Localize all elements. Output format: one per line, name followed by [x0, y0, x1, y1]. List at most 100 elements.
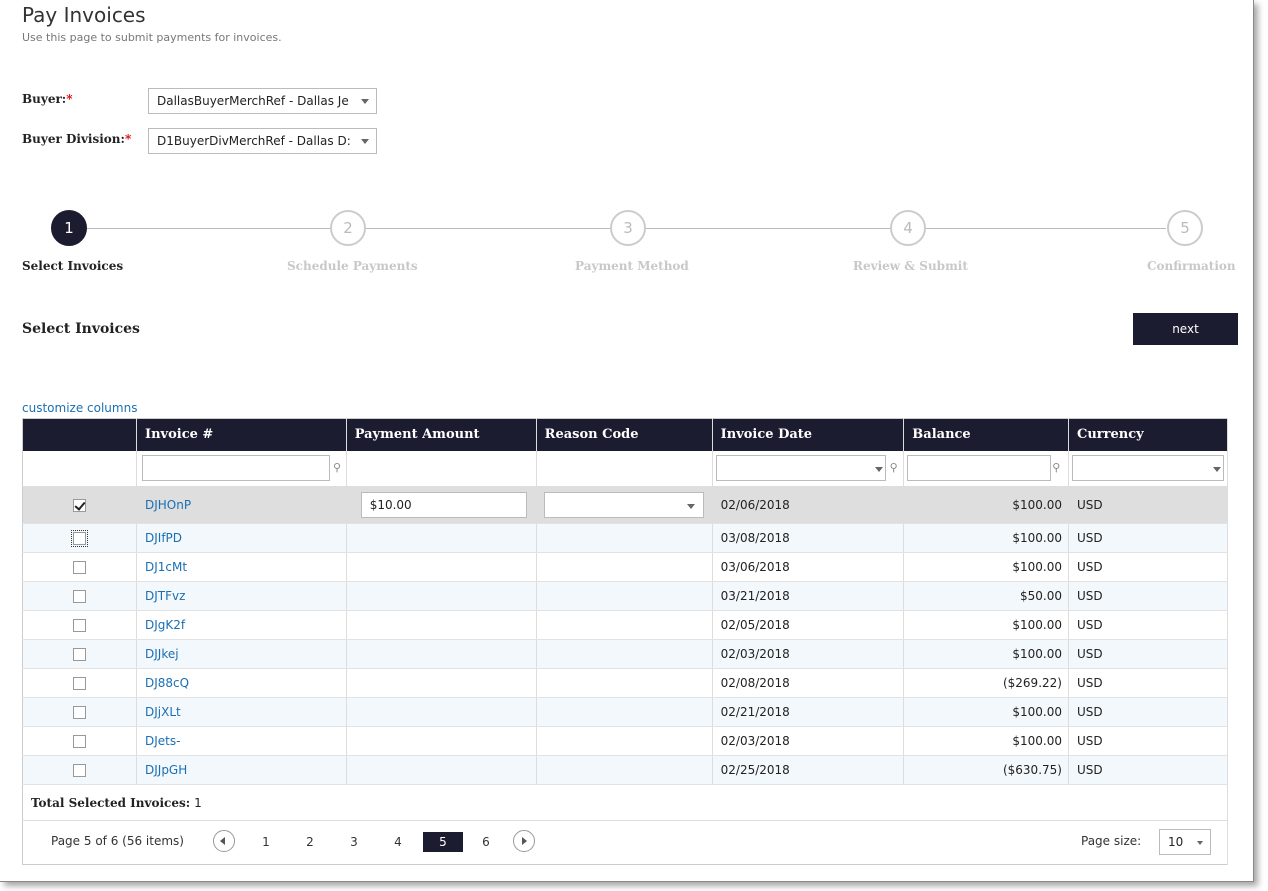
balance: $100.00: [903, 486, 1069, 524]
next-button[interactable]: next: [1133, 313, 1238, 345]
currency-filter-select[interactable]: [1071, 455, 1224, 482]
customize-columns-link[interactable]: customize columns: [22, 401, 138, 415]
grid-header-row: Invoice # Payment Amount Reason Code Inv…: [22, 418, 1229, 451]
page-link[interactable]: 4: [394, 835, 402, 849]
balance: ($269.22): [903, 668, 1069, 698]
invoice-link[interactable]: DJ1cMt: [136, 552, 347, 582]
payment-cell: [346, 755, 537, 785]
invoice-date: 02/03/2018: [712, 639, 905, 669]
currency: USD: [1068, 523, 1229, 553]
invoice-link[interactable]: DJIfPD: [136, 523, 347, 553]
step-connector: [926, 228, 1166, 229]
page-size-label: Page size:: [1081, 834, 1142, 848]
balance: ($630.75): [903, 755, 1069, 785]
row-select-cell: [22, 523, 137, 553]
buyer-select[interactable]: DallasBuyerMerchRef - Dallas Je: [148, 88, 377, 114]
invoice-link[interactable]: DJTFvz: [136, 581, 347, 611]
invoice-link[interactable]: DJets-: [136, 726, 347, 756]
table-row[interactable]: DJets- 02/03/2018 $100.00 USD: [22, 726, 1229, 756]
table-row[interactable]: DJIfPD 03/08/2018 $100.00 USD: [22, 523, 1229, 553]
table-row[interactable]: DJjXLt 02/21/2018 $100.00 USD: [22, 697, 1229, 727]
step-5-label: Confirmation: [1147, 259, 1236, 273]
reason-cell: [536, 668, 713, 698]
invoice-date: 03/06/2018: [712, 552, 905, 582]
page-size-select[interactable]: 10: [1159, 829, 1211, 855]
col-header-invoice-date[interactable]: Invoice Date: [712, 418, 905, 451]
step-1-label: Select Invoices: [22, 259, 124, 273]
col-header-currency[interactable]: Currency: [1068, 418, 1229, 451]
date-filter-select[interactable]: [715, 455, 886, 482]
invoice-link[interactable]: DJJkej: [136, 639, 347, 669]
filter-icon[interactable]: ⚲: [889, 460, 898, 474]
row-checkbox[interactable]: [73, 676, 86, 690]
row-checkbox[interactable]: [73, 763, 86, 777]
currency: USD: [1068, 486, 1229, 524]
invoice-link[interactable]: DJHOnP: [136, 486, 347, 524]
col-header-balance[interactable]: Balance: [903, 418, 1069, 451]
step-connector: [86, 228, 330, 229]
row-select-cell: [22, 486, 137, 524]
page-link[interactable]: 1: [262, 835, 270, 849]
invoice-date: 02/03/2018: [712, 726, 905, 756]
payment-cell: [346, 639, 537, 669]
invoice-link[interactable]: DJgK2f: [136, 610, 347, 640]
invoice-link[interactable]: DJjXLt: [136, 697, 347, 727]
table-row[interactable]: DJ88cQ 02/08/2018 ($269.22) USD: [22, 668, 1229, 698]
step-1-circle: 1: [51, 210, 87, 246]
row-checkbox[interactable]: [73, 705, 86, 719]
step-3-circle: 3: [610, 210, 646, 246]
page-link[interactable]: 2: [306, 835, 314, 849]
chevron-down-icon: [1197, 841, 1203, 845]
invoice-filter-input[interactable]: [142, 455, 330, 482]
chevron-left-icon: [220, 837, 225, 845]
table-row[interactable]: DJJkej 02/03/2018 $100.00 USD: [22, 639, 1229, 669]
row-checkbox[interactable]: [73, 560, 86, 574]
filter-cell-invoice: ⚲: [136, 450, 347, 487]
chevron-down-icon: [686, 504, 695, 509]
next-page-button[interactable]: [513, 830, 535, 852]
chevron-right-icon: [522, 837, 527, 845]
table-row[interactable]: DJHOnP $10.00 02/06/2018 $100.00 USD: [22, 486, 1229, 524]
filter-icon[interactable]: ⚲: [333, 460, 342, 474]
filter-cell-currency: [1068, 450, 1229, 487]
row-checkbox[interactable]: [73, 589, 86, 603]
page-link-current[interactable]: 5: [423, 832, 463, 852]
page-size-value: 10: [1168, 835, 1184, 849]
payment-cell: [346, 523, 537, 553]
table-row[interactable]: DJ1cMt 03/06/2018 $100.00 USD: [22, 552, 1229, 582]
row-checkbox[interactable]: [73, 734, 86, 748]
chevron-down-icon: [361, 139, 369, 144]
invoice-link[interactable]: DJJpGH: [136, 755, 347, 785]
filter-icon[interactable]: ⚲: [1052, 460, 1061, 474]
page-link[interactable]: 6: [482, 835, 490, 849]
row-checkbox[interactable]: [73, 618, 86, 632]
balance-filter-input[interactable]: [907, 455, 1052, 482]
row-checkbox[interactable]: [73, 498, 86, 512]
step-4-label: Review & Submit: [853, 259, 968, 273]
payment-cell: [346, 552, 537, 582]
table-row[interactable]: DJgK2f 02/05/2018 $100.00 USD: [22, 610, 1229, 640]
reason-code-select[interactable]: [543, 492, 704, 518]
buyer-label: Buyer:*: [22, 92, 73, 106]
currency: USD: [1068, 639, 1229, 669]
currency: USD: [1068, 755, 1229, 785]
balance: $100.00: [903, 610, 1069, 640]
required-mark: *: [124, 132, 132, 146]
col-header-invoice[interactable]: Invoice #: [136, 418, 347, 451]
reason-cell: [536, 523, 713, 553]
reason-cell: [536, 486, 713, 524]
division-select[interactable]: D1BuyerDivMerchRef - Dallas D:: [148, 128, 377, 154]
table-row[interactable]: DJJpGH 02/25/2018 ($630.75) USD: [22, 755, 1229, 785]
pager: Page 5 of 6 (56 items) 1 2 3 4 5 6 Page …: [22, 820, 1228, 865]
row-checkbox[interactable]: [73, 647, 86, 661]
prev-page-button[interactable]: [213, 830, 235, 852]
table-row[interactable]: DJTFvz 03/21/2018 $50.00 USD: [22, 581, 1229, 611]
col-header-payment-amount[interactable]: Payment Amount: [346, 418, 537, 451]
chevron-down-icon: [361, 99, 369, 104]
invoice-date: 03/08/2018: [712, 523, 905, 553]
invoice-link[interactable]: DJ88cQ: [136, 668, 347, 698]
col-header-reason-code[interactable]: Reason Code: [536, 418, 713, 451]
page-link[interactable]: 3: [350, 835, 358, 849]
row-checkbox[interactable]: [71, 529, 88, 547]
payment-amount-input[interactable]: $10.00: [360, 492, 527, 518]
